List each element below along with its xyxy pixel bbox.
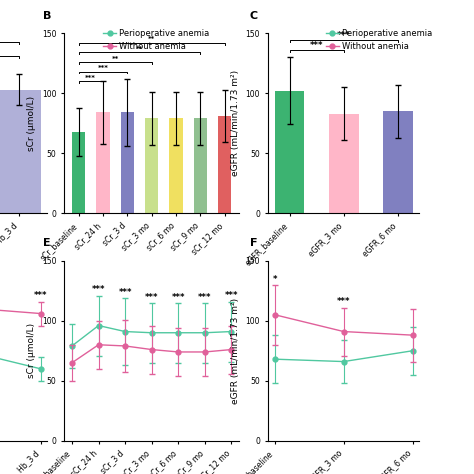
Text: ***: *** (198, 292, 211, 301)
Bar (194, 118, 207, 213)
Text: ***: *** (34, 292, 47, 301)
Text: F: F (250, 238, 257, 248)
Bar (121, 112, 134, 213)
Text: **: ** (136, 46, 143, 52)
Text: **: ** (148, 36, 155, 43)
Bar (169, 118, 182, 213)
Bar (145, 118, 158, 213)
Bar (329, 114, 358, 213)
Text: C: C (250, 11, 258, 21)
Bar (72, 132, 85, 213)
Text: ***: *** (98, 65, 109, 71)
Legend: Perioperative anemia, Without anemia: Perioperative anemia, Without anemia (323, 26, 436, 55)
Y-axis label: sCr (μmol/L): sCr (μmol/L) (27, 323, 36, 378)
Text: E: E (43, 238, 51, 248)
Bar (275, 91, 304, 213)
Text: ***: *** (85, 75, 96, 81)
Y-axis label: eGFR (mL/min/1.73 m²): eGFR (mL/min/1.73 m²) (231, 298, 240, 404)
Bar (218, 116, 231, 213)
Legend: Perioperative anemia, Without anemia: Perioperative anemia, Without anemia (100, 26, 213, 55)
Text: ***: *** (145, 292, 158, 301)
Y-axis label: eGFR (mL/min/1.73 m²): eGFR (mL/min/1.73 m²) (231, 70, 240, 176)
Text: *: * (273, 274, 277, 283)
Text: ***: *** (310, 41, 323, 50)
Text: B: B (43, 11, 51, 21)
Text: **: ** (111, 55, 119, 62)
Text: ***: *** (337, 31, 350, 40)
Bar (0, 90, 40, 213)
Text: ***: *** (225, 292, 238, 301)
Y-axis label: sCr (μmol/L): sCr (μmol/L) (27, 96, 36, 151)
Text: ***: *** (92, 285, 105, 294)
Bar (96, 112, 109, 213)
Text: ***: *** (337, 297, 350, 306)
Text: ***: *** (172, 292, 185, 301)
Bar (383, 111, 412, 213)
Text: ***: *** (118, 288, 132, 297)
